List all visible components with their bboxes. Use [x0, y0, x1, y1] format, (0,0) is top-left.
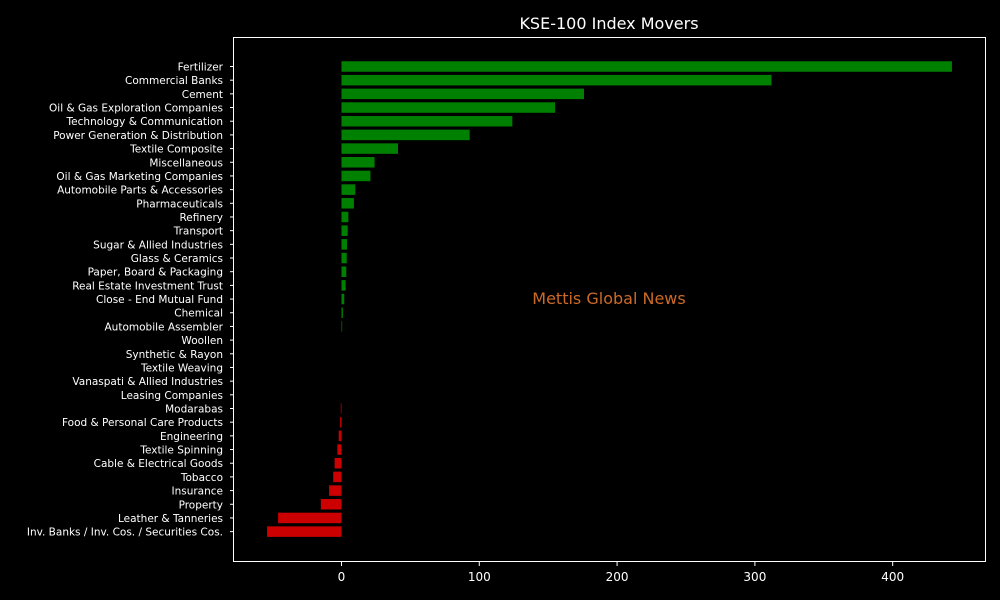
bar: [341, 157, 375, 168]
x-tick-label: 400: [881, 570, 904, 584]
category-label: Textile Composite: [129, 144, 223, 156]
bar: [341, 280, 346, 291]
bar: [341, 61, 952, 72]
chart-title: KSE-100 Index Movers: [519, 14, 698, 33]
bar: [341, 198, 354, 209]
category-label: Transport: [173, 226, 223, 238]
bar: [341, 115, 513, 127]
category-label: Paper, Board & Packaging: [88, 267, 223, 279]
category-label: Glass & Ceramics: [131, 253, 223, 265]
category-label: Oil & Gas Exploration Companies: [49, 103, 223, 115]
category-label: Insurance: [171, 486, 223, 498]
category-label: Property: [179, 499, 223, 511]
bar: [337, 444, 342, 455]
category-label: Leasing Companies: [121, 390, 223, 402]
bar: [341, 143, 398, 154]
bar: [341, 225, 348, 236]
bar: [340, 403, 342, 414]
category-label: Synthetic & Rayon: [126, 349, 223, 361]
bar: [341, 74, 772, 86]
x-tick-label: 100: [468, 570, 491, 584]
category-label: Oil & Gas Marketing Companies: [56, 171, 223, 183]
category-label: Engineering: [160, 431, 223, 443]
bar: [341, 184, 356, 195]
bar: [340, 416, 342, 428]
bar: [341, 211, 349, 223]
bar: [329, 485, 342, 496]
category-label: Textile Spinning: [139, 445, 223, 457]
x-axis-ticks: 0 100 200 300 400: [338, 562, 904, 584]
bar: [341, 266, 347, 277]
category-label: Food & Personal Care Products: [62, 417, 223, 429]
category-label: Cement: [182, 89, 223, 101]
bar: [338, 430, 342, 442]
bars-layer: [267, 61, 952, 537]
watermark-text: Mettis Global News: [532, 289, 685, 308]
category-label: Modarabas: [165, 404, 223, 416]
bar: [341, 129, 470, 141]
category-label: Textile Weaving: [140, 362, 223, 374]
category-label: Pharmaceuticals: [136, 198, 223, 210]
category-label: Leather & Tanneries: [118, 513, 223, 525]
bar: [341, 88, 585, 100]
bar: [333, 471, 342, 483]
bar: [341, 293, 345, 305]
bar: [320, 499, 342, 510]
category-label: Commercial Banks: [125, 75, 223, 87]
bar: [267, 526, 342, 537]
category-label: Fertilizer: [178, 62, 224, 74]
bar: [278, 512, 342, 524]
category-label: Automobile Assembler: [105, 321, 224, 333]
category-label: Chemical: [174, 308, 223, 320]
category-label: Power Generation & Distribution: [53, 130, 223, 142]
bar: [341, 307, 343, 318]
category-label: Woollen: [181, 335, 223, 347]
category-label: Tobacco: [180, 472, 223, 484]
category-label: Technology & Communication: [66, 116, 223, 128]
x-tick-label: 300: [743, 570, 766, 584]
category-label: Cable & Electrical Goods: [94, 458, 223, 470]
category-label: Real Estate Investment Trust: [72, 280, 223, 292]
bar: [341, 252, 347, 264]
category-label: Automobile Parts & Accessories: [57, 185, 223, 197]
x-tick-label: 200: [606, 570, 629, 584]
bar: [341, 239, 347, 250]
category-label: Miscellaneous: [149, 157, 223, 169]
x-tick-label: 0: [338, 570, 346, 584]
bar: [341, 102, 556, 113]
category-label: Refinery: [179, 212, 223, 224]
category-label: Inv. Banks / Inv. Cos. / Securities Cos.: [27, 527, 223, 539]
category-label: Vanaspati & Allied Industries: [72, 376, 223, 388]
category-label: Sugar & Allied Industries: [93, 239, 223, 251]
category-label: Close - End Mutual Fund: [96, 294, 223, 306]
bar: [341, 321, 343, 332]
bar: [334, 457, 342, 469]
bar: [341, 170, 371, 182]
